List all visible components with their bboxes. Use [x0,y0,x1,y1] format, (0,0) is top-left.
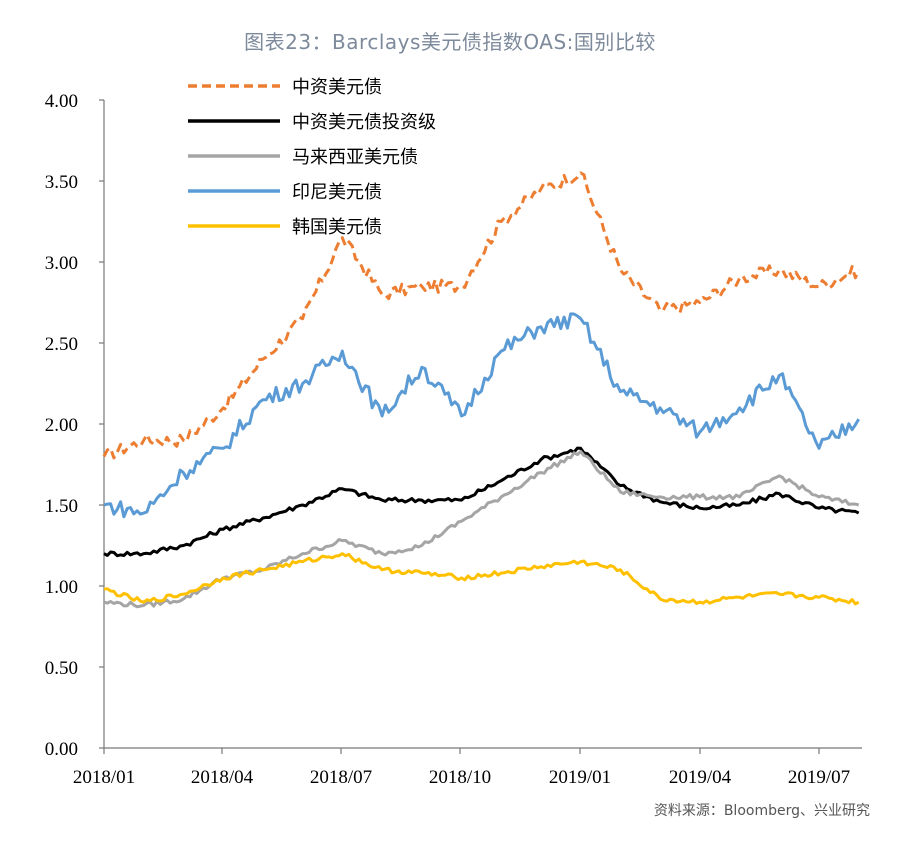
x-tick-label: 2018/10 [429,767,491,788]
y-tick-label: 2.00 [45,415,78,436]
y-tick-label: 1.00 [45,577,78,598]
legend-label-2: 马来西亚美元债 [292,147,418,168]
y-tick-label: 4.00 [45,91,78,112]
y-tick-label: 1.50 [45,496,78,517]
x-tick-label: 2019/07 [788,767,850,788]
y-tick-label: 0.50 [45,658,78,679]
series-line-1 [103,446,860,558]
x-tick-label: 2019/01 [549,767,611,788]
series-line-3 [103,312,860,519]
legend-label-0: 中资美元债 [292,77,382,98]
y-tick-label: 3.50 [45,172,78,193]
y-tick-label: 3.00 [45,253,78,274]
source-note: 资料来源：Bloomberg、兴业研究 [653,803,870,819]
legend-label-4: 韩国美元债 [292,217,382,238]
series-line-4 [103,552,860,606]
legend-label-1: 中资美元债投资级 [292,112,436,133]
x-tick-label: 2018/07 [310,767,372,788]
series-line-2 [103,450,860,609]
x-tick-label: 2019/04 [669,767,732,788]
chart-axes: 0.00 0.50 1.00 1.50 2.00 2.50 3.00 3.50 4.00 2018… [45,91,862,788]
x-tick-label: 2018/04 [191,767,254,788]
chart-title: 图表23：Barclays美元债指数OAS:国别比较 [244,30,656,54]
legend-label-3: 印尼美元债 [292,182,382,203]
x-tick-label: 2018/01 [73,767,135,788]
series-layer [102,171,861,609]
y-tick-label: 0.00 [45,739,78,760]
y-tick-label: 2.50 [45,334,78,355]
series-line-0 [102,171,861,460]
